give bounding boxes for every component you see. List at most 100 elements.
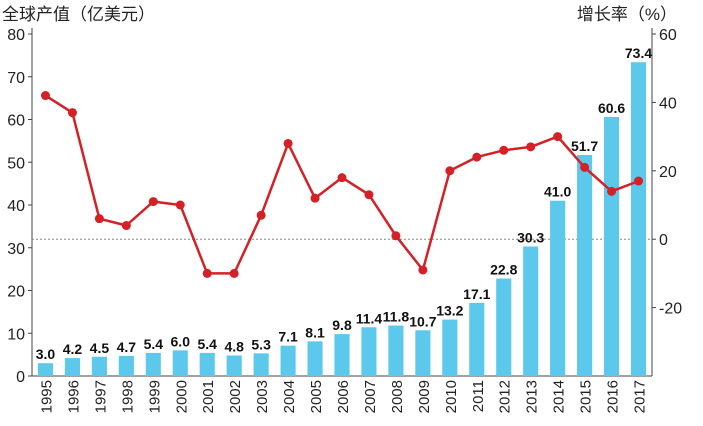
growth-rate-point: [175, 200, 185, 210]
growth-rate-point: [310, 193, 320, 203]
x-tick-label: 2007: [362, 380, 379, 413]
y-left-tick-label: 0: [16, 369, 25, 386]
bar-value-label: 7.1: [278, 329, 298, 345]
y-right-tick-label: -20: [659, 301, 682, 318]
bar-value-label: 5.4: [144, 336, 164, 352]
bar: [550, 200, 566, 376]
y-left-tick-label: 20: [7, 284, 25, 301]
bar-value-label: 4.8: [224, 338, 244, 354]
bar-value-label: 41.0: [544, 184, 571, 200]
growth-rate-point: [499, 145, 509, 155]
bar: [415, 330, 431, 376]
x-tick-label: 1999: [146, 380, 163, 413]
x-tick-label: 2011: [470, 380, 487, 412]
growth-rate-point: [283, 138, 293, 148]
y-left-tick-label: 80: [7, 27, 25, 44]
bar-value-label: 51.7: [571, 138, 598, 154]
x-tick-label: 2015: [578, 380, 595, 413]
x-tick-label: 1998: [119, 380, 136, 413]
bar-value-label: 60.6: [598, 100, 625, 116]
bar-value-label: 4.5: [90, 340, 110, 356]
bar: [577, 154, 593, 376]
x-tick-label: 2009: [416, 380, 433, 413]
growth-rate-point: [94, 214, 104, 224]
y-left-tick-label: 50: [7, 155, 25, 172]
x-tick-label: 2013: [524, 380, 541, 413]
bar: [307, 341, 323, 376]
bar: [469, 302, 485, 376]
growth-rate-point: [526, 142, 536, 152]
x-tick-label: 2014: [551, 380, 568, 413]
x-tick-label: 2010: [443, 380, 460, 413]
growth-rate-point: [472, 152, 482, 162]
growth-rate-point: [337, 173, 347, 183]
bar: [145, 352, 161, 376]
growth-rate-point: [202, 268, 212, 278]
bar: [630, 62, 647, 377]
y-right-tick-label: 40: [659, 95, 677, 112]
growth-rate-point: [418, 265, 428, 275]
growth-rate-point: [121, 221, 131, 231]
x-tick-label: 1997: [92, 380, 109, 413]
bar: [91, 356, 107, 376]
bar: [388, 325, 404, 376]
bar-value-label: 9.8: [332, 317, 352, 333]
x-tick-label: 2003: [254, 380, 271, 413]
y-left-tick-label: 70: [7, 70, 25, 87]
bar: [523, 246, 539, 376]
bar-value-label: 4.2: [63, 341, 83, 357]
x-tick-label: 2012: [497, 380, 514, 413]
growth-rate-point: [364, 190, 374, 200]
y-right-tick-label: 60: [659, 27, 677, 44]
bar-value-label: 10.7: [409, 313, 436, 329]
growth-rate-point: [445, 166, 455, 176]
bar: [199, 352, 215, 376]
y-left-tick-label: 40: [7, 198, 25, 215]
growth-rate-point: [148, 197, 158, 207]
growth-rate-point: [634, 176, 644, 186]
x-tick-label: 2016: [605, 380, 622, 413]
bar-value-label: 4.7: [117, 339, 137, 355]
bar: [37, 363, 54, 376]
growth-rate-point: [229, 268, 239, 278]
bar-value-label: 6.0: [171, 333, 191, 349]
x-tick-label: 2004: [281, 380, 298, 413]
bar: [442, 319, 458, 376]
x-tick-label: 2017: [632, 380, 649, 413]
x-tick-label: 2008: [389, 380, 406, 413]
bar-value-label: 22.8: [490, 262, 517, 278]
x-tick-label: 2005: [308, 380, 325, 413]
bar: [604, 116, 620, 376]
x-tick-label: 1996: [65, 380, 82, 413]
y-axis-left-title: 全球产值（亿美元）: [2, 5, 155, 24]
bar-value-label: 8.1: [305, 324, 325, 340]
growth-rate-point: [256, 210, 266, 220]
x-tick-label: 2006: [335, 380, 352, 413]
bar: [118, 355, 134, 376]
y-left-tick-label: 30: [7, 241, 25, 258]
growth-rate-point: [391, 231, 401, 241]
bar-value-label: 30.3: [517, 229, 544, 245]
bar: [64, 358, 80, 376]
bar-value-label: 5.3: [251, 336, 271, 352]
y-right-tick-label: 20: [659, 164, 677, 181]
growth-rate-point: [607, 186, 617, 196]
bar-value-label: 13.2: [436, 303, 463, 319]
bar: [280, 345, 296, 376]
x-tick-label: 2002: [227, 380, 244, 413]
bar-value-label: 17.1: [463, 286, 490, 302]
x-tick-label: 1995: [38, 380, 55, 413]
y-axis-right-title: 增长率（%）: [576, 5, 677, 24]
bar-value-label: 73.4: [625, 45, 652, 61]
y-left-tick-label: 60: [7, 113, 25, 130]
y-right-tick-label: 0: [659, 232, 668, 249]
bar-value-label: 11.8: [383, 309, 410, 325]
bar-value-label: 11.4: [356, 310, 383, 326]
bar: [226, 355, 242, 376]
growth-rate-point: [40, 91, 50, 101]
growth-rate-point: [553, 132, 563, 142]
bar: [361, 327, 377, 376]
y-left-tick-label: 10: [7, 326, 25, 343]
bar: [334, 334, 350, 376]
bar: [253, 353, 269, 376]
